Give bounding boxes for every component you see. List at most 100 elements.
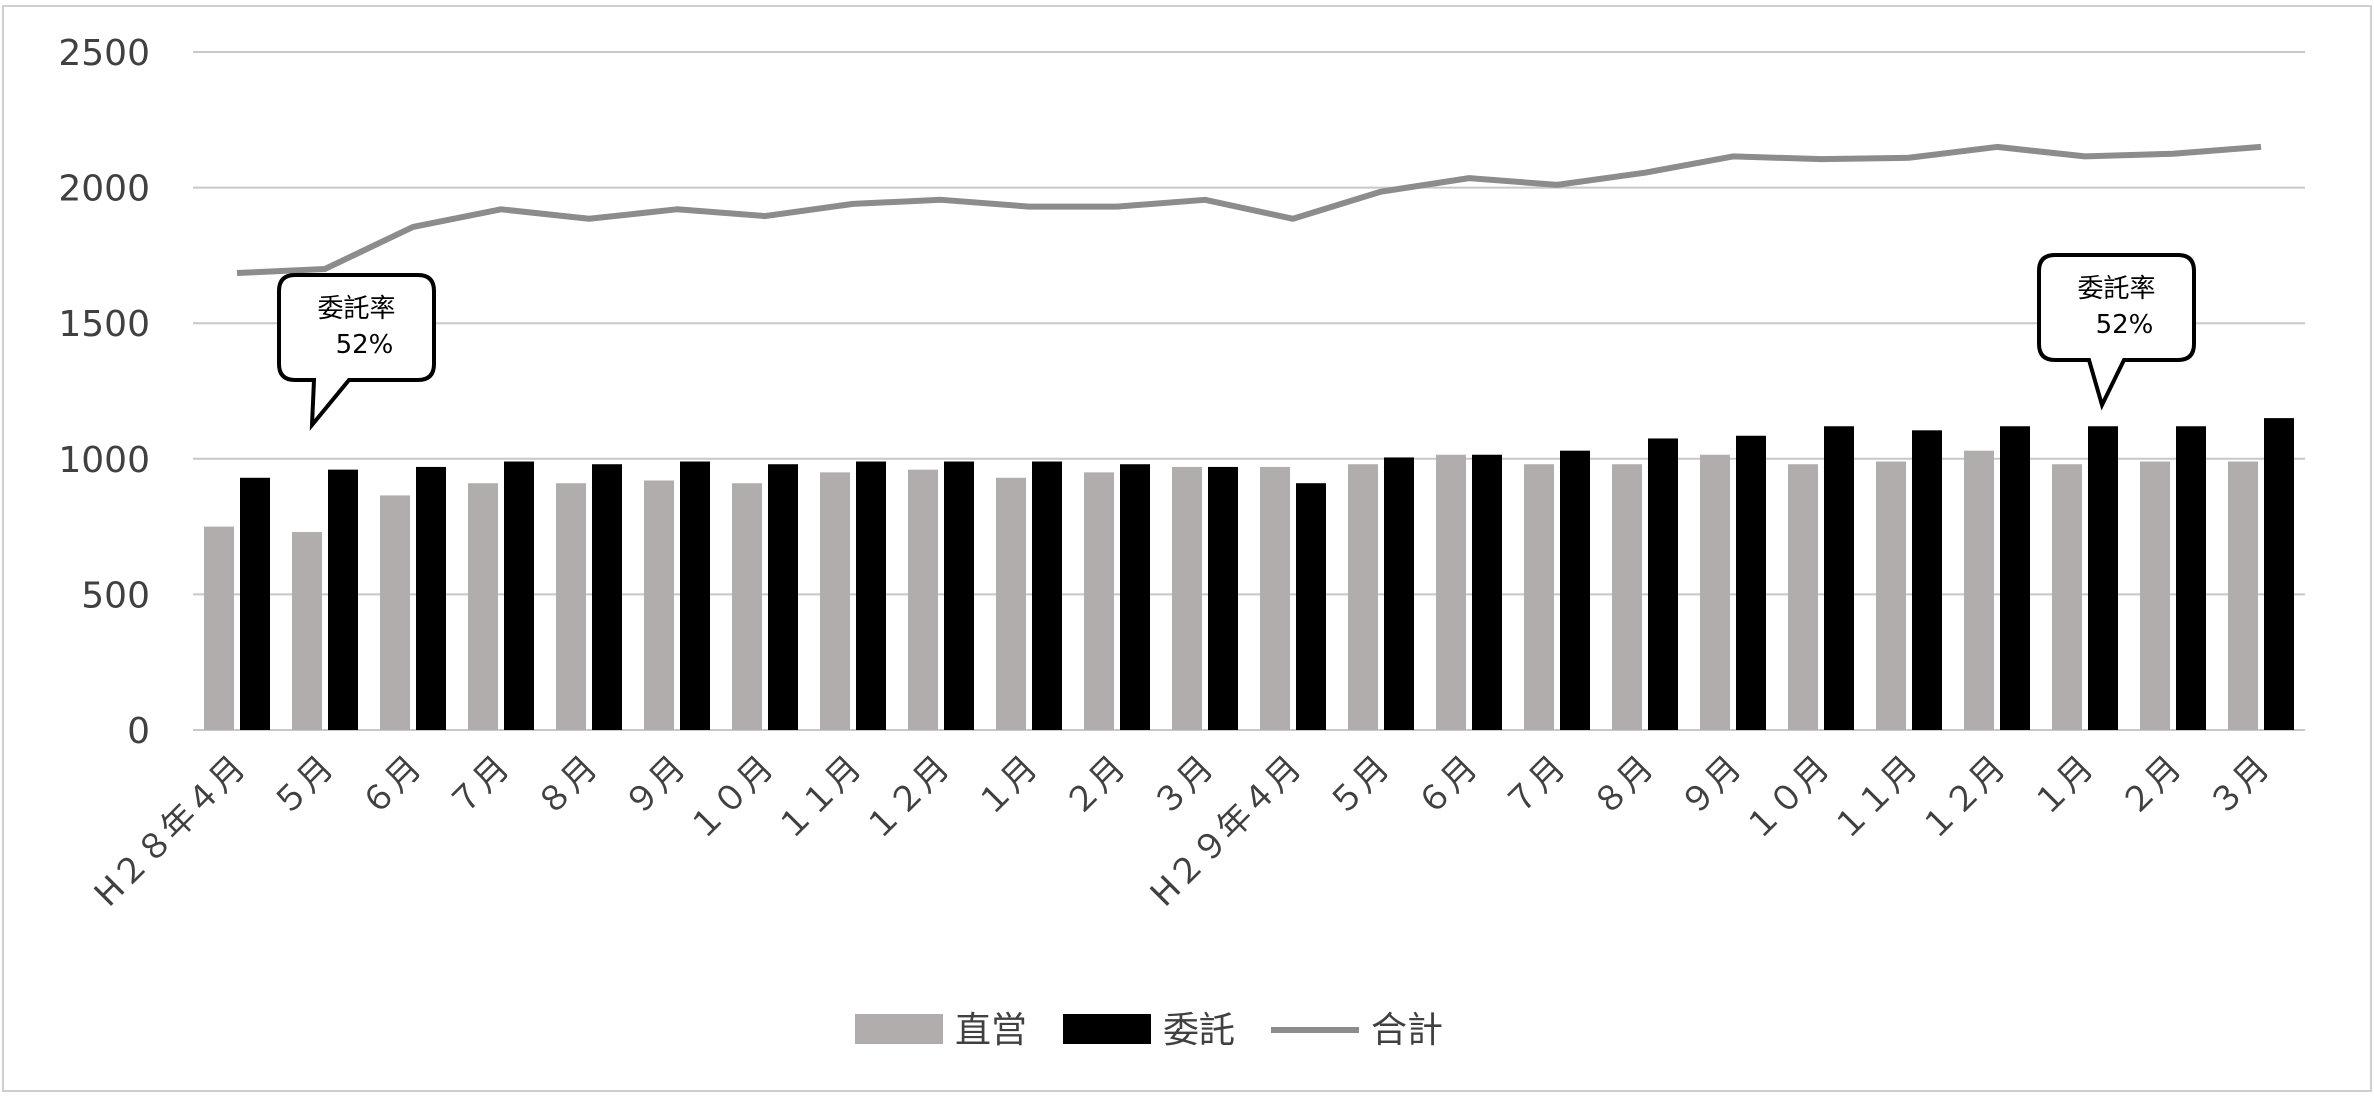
y-tick-label: 500 xyxy=(81,575,150,616)
y-tick-label: 0 xyxy=(127,711,150,752)
bar-direct xyxy=(292,532,322,730)
x-tick-label: ７月 xyxy=(441,748,517,824)
x-tick-label: １２月 xyxy=(857,748,957,848)
bar-consigned xyxy=(1648,438,1678,730)
bar-direct xyxy=(2140,461,2170,730)
x-tick-label: ８月 xyxy=(1585,748,1661,824)
x-tick-label: ９月 xyxy=(1673,748,1749,824)
bar-consigned xyxy=(328,469,358,730)
bar-direct xyxy=(204,526,234,730)
bar-consigned xyxy=(416,466,446,730)
y-tick-label: 1000 xyxy=(58,440,150,481)
bar-direct xyxy=(1524,464,1554,730)
total-line xyxy=(236,143,2262,277)
bar-consigned xyxy=(1912,430,1942,730)
bar-direct xyxy=(1084,472,1114,730)
bar-consigned xyxy=(1384,457,1414,730)
bar-direct xyxy=(1788,464,1818,730)
y-tick-label: 2000 xyxy=(58,169,150,210)
bar-consigned xyxy=(768,464,798,730)
bar-consigned xyxy=(1120,464,1150,730)
bar-direct xyxy=(556,483,586,730)
gridlines xyxy=(193,51,2305,731)
bar-consigned xyxy=(2088,426,2118,730)
bar-direct xyxy=(468,483,498,730)
bar-direct xyxy=(996,477,1026,730)
x-tick-label: ５月 xyxy=(1321,748,1397,824)
bar-direct xyxy=(644,480,674,730)
bar-direct xyxy=(2228,461,2258,730)
bar-consigned xyxy=(504,461,534,730)
callout-label: 委託率 xyxy=(317,294,395,324)
bar-consigned xyxy=(2176,426,2206,730)
y-tick-label: 1500 xyxy=(58,304,150,345)
x-tick-label: １２月 xyxy=(1913,748,2013,848)
x-tick-label: ２月 xyxy=(2113,748,2189,824)
bar-direct xyxy=(380,495,410,730)
bar-consigned xyxy=(944,461,974,730)
bar-direct xyxy=(1348,464,1378,730)
bar-consigned xyxy=(1736,435,1766,730)
bar-direct xyxy=(908,469,938,730)
chart-border xyxy=(2,5,2372,1092)
x-tick-label: １１月 xyxy=(769,748,869,848)
x-tick-label: １０月 xyxy=(1737,748,1837,848)
y-tick-label: 2500 xyxy=(58,33,150,74)
callout-label: 委託率 xyxy=(2077,274,2155,304)
legend-swatch xyxy=(855,1014,943,1044)
legend-label: 直営 xyxy=(955,1010,1027,1051)
bar-direct xyxy=(1876,461,1906,730)
callout-bubble xyxy=(2037,253,2196,411)
x-tick-label: １月 xyxy=(969,748,1045,824)
bar-consigned xyxy=(2264,418,2294,730)
bar-direct xyxy=(2052,464,2082,730)
x-tick-label: ６月 xyxy=(1409,748,1485,824)
x-tick-label: ８月 xyxy=(529,748,605,824)
x-tick-label: H２８年４月 xyxy=(87,748,254,915)
x-tick-label: ９月 xyxy=(617,748,693,824)
legend: 直営 委託 合計 xyxy=(855,1010,1443,1051)
bars xyxy=(204,418,2294,730)
x-tick-label: ７月 xyxy=(1497,748,1573,824)
bar-direct xyxy=(1260,466,1290,730)
bar-consigned xyxy=(1560,450,1590,730)
y-axis-ticks: 0 500 1000 1500 2000 2500 xyxy=(58,33,150,752)
callouts: 委託率 52% 委託率 52% xyxy=(277,253,2196,431)
x-tick-label: １月 xyxy=(2025,748,2101,824)
bar-consigned xyxy=(1824,426,1854,730)
legend-label: 委託 xyxy=(1163,1010,1235,1051)
x-tick-label: １１月 xyxy=(1825,748,1925,848)
bar-consigned xyxy=(856,461,886,730)
x-tick-label: ６月 xyxy=(353,748,429,824)
bar-consigned xyxy=(592,464,622,730)
bar-consigned xyxy=(2000,426,2030,730)
bar-consigned xyxy=(1472,454,1502,730)
chart-frame xyxy=(2,5,2372,1092)
bar-consigned xyxy=(1208,466,1238,730)
callout-bubble xyxy=(277,273,436,431)
x-tick-label: ２月 xyxy=(1057,748,1133,824)
callout-value: 52% xyxy=(2096,310,2154,340)
bar-consigned xyxy=(1032,461,1062,730)
callout-value: 52% xyxy=(336,330,394,360)
x-tick-label: ５月 xyxy=(265,748,341,824)
bar-direct xyxy=(1964,450,1994,730)
bar-direct xyxy=(1172,466,1202,730)
x-tick-label: ３月 xyxy=(2201,748,2277,824)
x-tick-label: ３月 xyxy=(1145,748,1221,824)
x-tick-label: １０月 xyxy=(681,748,781,848)
bar-consigned xyxy=(1296,483,1326,730)
bar-direct xyxy=(1700,454,1730,730)
bar-direct xyxy=(1436,454,1466,730)
bar-consigned xyxy=(680,461,710,730)
legend-swatch xyxy=(1063,1014,1151,1044)
bar-direct xyxy=(820,472,850,730)
series-line-total xyxy=(236,143,2262,277)
legend-label: 合計 xyxy=(1371,1010,1443,1051)
bar-consigned xyxy=(240,477,270,730)
bar-direct xyxy=(1612,464,1642,730)
bar-direct xyxy=(732,483,762,730)
